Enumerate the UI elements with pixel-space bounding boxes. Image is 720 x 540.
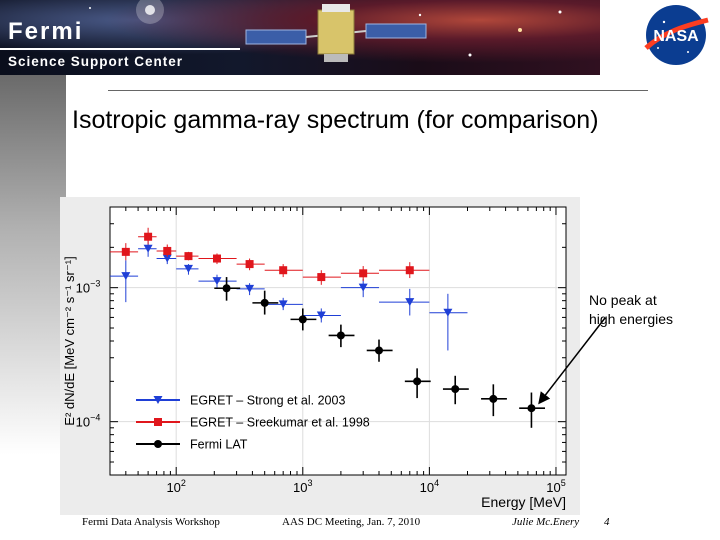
annotation-note: No peak at high energies — [589, 291, 709, 329]
starfield — [89, 0, 562, 57]
data-point-2-2 — [298, 315, 307, 324]
page-number: 4 — [604, 516, 610, 528]
data-point-1-2 — [163, 246, 172, 255]
data-point-0-4 — [212, 277, 222, 286]
series-layer — [110, 227, 546, 428]
data-point-2-4 — [375, 346, 384, 355]
data-point-1-0 — [121, 247, 130, 256]
data-point-0-10 — [443, 308, 453, 317]
series-2 — [214, 277, 546, 428]
data-point-1-6 — [279, 266, 288, 275]
data-point-0-2 — [162, 254, 172, 263]
nasa-wordmark: NASA — [653, 28, 699, 45]
legend-label-2: Fermi LAT — [190, 438, 248, 452]
data-point-0-0 — [121, 272, 131, 281]
data-point-1-8 — [359, 269, 368, 278]
footer-workshop: Fermi Data Analysis Workshop — [82, 516, 220, 528]
data-point-0-5 — [245, 284, 255, 293]
data-point-0-6 — [278, 300, 288, 309]
data-point-1-7 — [317, 273, 326, 282]
brand-subtitle: Science Support Center — [8, 54, 184, 69]
data-point-0-7 — [316, 311, 326, 320]
satellite-icon — [245, 4, 427, 62]
data-point-2-7 — [489, 394, 498, 403]
data-point-1-3 — [184, 252, 193, 261]
data-point-1-5 — [245, 260, 254, 269]
legend-label-0: EGRET – Strong et al. 2003 — [190, 394, 345, 408]
data-point-1-9 — [405, 266, 414, 275]
legend-marker-0 — [153, 396, 163, 404]
data-point-2-6 — [451, 385, 460, 394]
brand-divider — [0, 48, 240, 50]
data-point-2-8 — [527, 404, 536, 413]
legend-label-1: EGRET – Sreekumar et al. 1998 — [190, 416, 370, 430]
data-point-2-5 — [413, 377, 422, 386]
legend-marker-2 — [154, 440, 162, 448]
annotation-line-2: high energies — [589, 311, 674, 327]
header-banner: Fermi Science Support Center — [0, 0, 600, 75]
data-point-0-8 — [358, 283, 368, 292]
data-point-1-4 — [212, 254, 221, 263]
legend-marker-1 — [154, 418, 162, 426]
footer-meeting: AAS DC Meeting, Jan. 7, 2010 — [282, 516, 421, 528]
legend: EGRET – Strong et al. 2003 EGRET – Sreeku… — [136, 394, 370, 452]
data-point-0-3 — [183, 264, 193, 273]
y-axis-label: E² dN/dE [MeV cm⁻² s⁻¹ sr⁻¹] — [62, 256, 77, 425]
data-point-0-9 — [405, 298, 415, 307]
title-divider — [108, 90, 648, 91]
annotation-line-1: No peak at — [589, 292, 657, 308]
brand-title: Fermi — [8, 18, 84, 45]
slide-title: Isotropic gamma-ray spectrum (for compar… — [72, 106, 599, 134]
data-point-1-1 — [144, 232, 153, 241]
nasa-logo: NASA — [644, 5, 709, 65]
data-point-2-1 — [260, 298, 269, 307]
x-axis-label: Energy [MeV] — [481, 494, 566, 510]
data-point-2-3 — [336, 331, 345, 340]
series-1 — [110, 227, 430, 285]
data-point-0-1 — [143, 244, 153, 253]
footer-author: Julie Mc.Enery — [512, 516, 580, 528]
data-point-2-0 — [222, 284, 231, 293]
plot-area — [109, 206, 567, 476]
side-gradient — [0, 75, 66, 455]
